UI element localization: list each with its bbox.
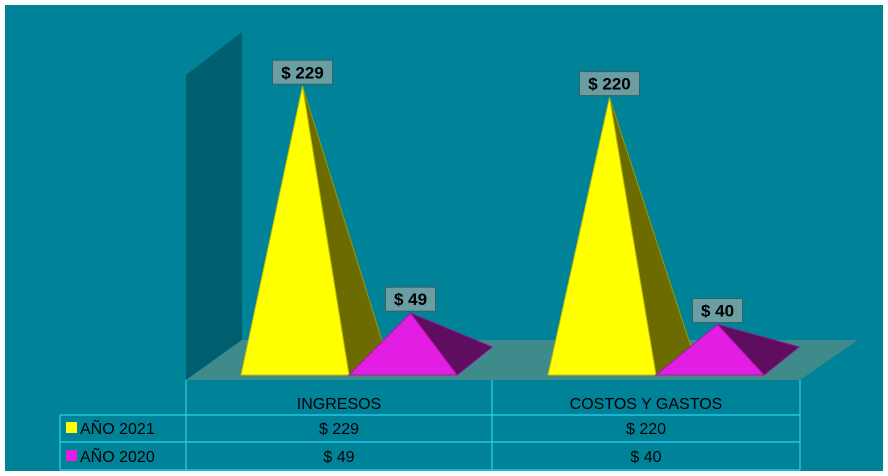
legend-swatch-2020 — [66, 450, 77, 461]
pyramids-layer — [240, 86, 801, 376]
pyramid-2021-costos-y-gastos — [547, 97, 692, 376]
value-label-2021-ingresos: $ 229 — [272, 59, 333, 85]
table-cell-2021-ingresos: $ 229 — [319, 421, 359, 438]
table-cell-2020-costos-y-gastos: $ 40 — [630, 449, 661, 466]
value-label-2020-costos-y-gastos: $ 40 — [692, 298, 743, 324]
pyramid-2021-ingresos-front — [240, 86, 350, 376]
value-label-box — [272, 59, 333, 85]
value-label-2021-costos-y-gastos: $ 220 — [579, 71, 640, 97]
value-label-text: $ 49 — [394, 290, 427, 309]
legend-label-2021: AÑO 2021 — [80, 418, 155, 438]
value-label-box — [579, 71, 640, 97]
pyramid-2020-ingresos-front — [347, 312, 459, 376]
data-table: INGRESOS COSTOS Y GASTOS AÑO 2021 AÑO 20… — [59, 380, 801, 471]
legend-label-2020: AÑO 2020 — [80, 446, 155, 466]
data-table-grid — [59, 380, 801, 471]
value-label-text: $ 40 — [701, 302, 734, 321]
pyramid-2021-costos-y-gastos-front — [547, 97, 657, 376]
value-label-2020-ingresos: $ 49 — [385, 286, 436, 312]
value-labels-layer: $ 229 $ 49 $ 220 $ 40 — [272, 59, 743, 324]
legend-swatch-2021 — [66, 422, 77, 433]
table-cell-2020-ingresos: $ 49 — [323, 449, 354, 466]
value-label-text: $ 220 — [588, 75, 631, 94]
value-label-box — [692, 298, 743, 324]
category-label-costos-y-gastos: COSTOS Y GASTOS — [570, 396, 723, 413]
pyramid-2020-ingresos — [347, 312, 493, 376]
back-wall — [186, 32, 242, 380]
value-label-box — [385, 286, 436, 312]
pyramid-2020-costos-y-gastos-front — [654, 323, 766, 376]
table-cell-2021-costos-y-gastos: $ 220 — [626, 421, 666, 438]
chart-background — [5, 5, 883, 471]
pyramid-2020-costos-y-gastos — [654, 323, 801, 376]
value-label-text: $ 229 — [281, 63, 324, 82]
category-label-ingresos: INGRESOS — [297, 396, 381, 413]
